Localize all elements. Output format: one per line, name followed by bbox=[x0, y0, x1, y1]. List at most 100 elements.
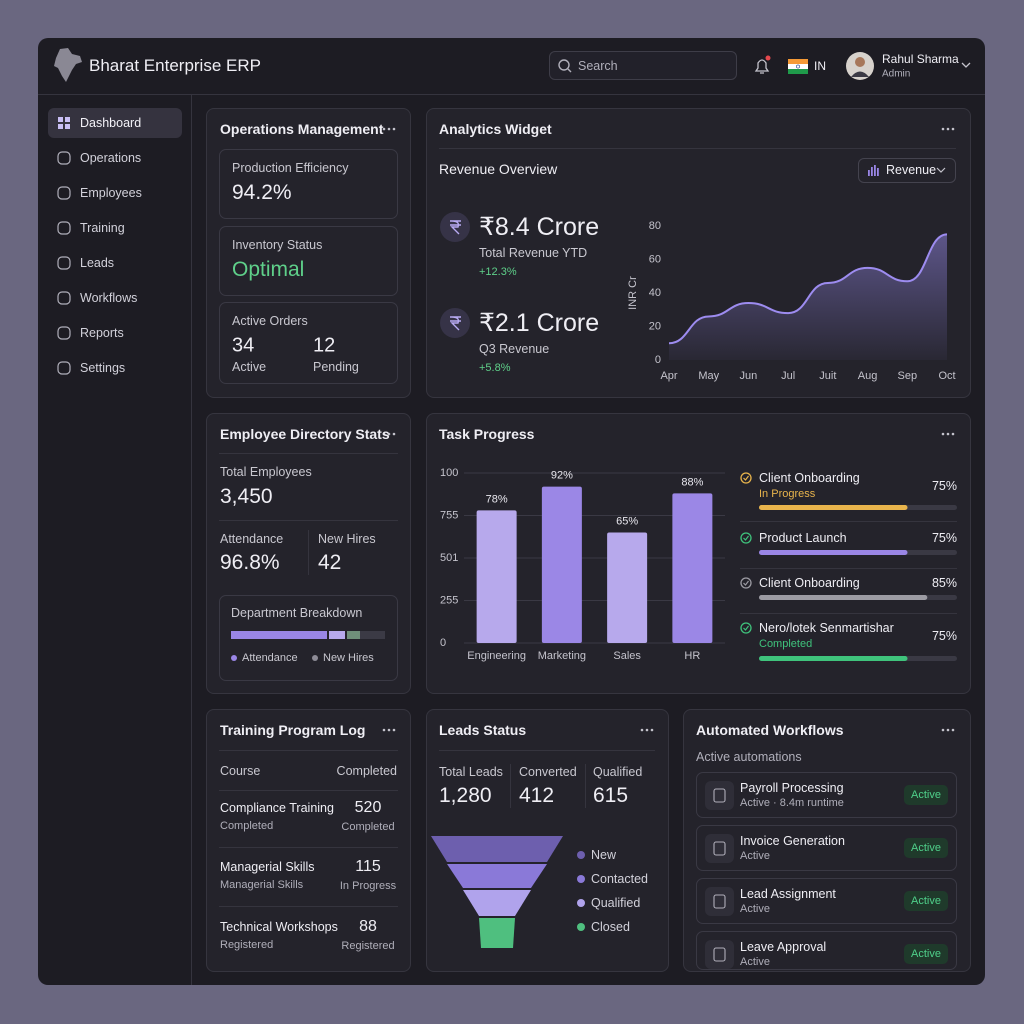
breakdown-segment bbox=[347, 631, 360, 639]
filter-icon bbox=[877, 168, 879, 176]
x-tick-label: Jun bbox=[740, 370, 758, 382]
filter-label[interactable]: Revenue bbox=[886, 163, 937, 177]
workflow-detail: Active · 8.4m runtime bbox=[740, 797, 844, 809]
menu-dot[interactable] bbox=[650, 728, 654, 732]
workflow-detail: Active bbox=[740, 850, 770, 862]
workflow-item[interactable] bbox=[696, 772, 957, 818]
menu-dot[interactable] bbox=[387, 127, 391, 131]
menu-dot[interactable] bbox=[946, 728, 950, 732]
user-role: Admin bbox=[882, 68, 911, 80]
status-badge bbox=[904, 838, 948, 858]
workflow-detail: Active bbox=[740, 956, 770, 968]
lead-stat-value: 615 bbox=[593, 784, 629, 807]
filter-button[interactable] bbox=[858, 158, 956, 183]
metric-value: 3,450 bbox=[220, 485, 273, 508]
bar bbox=[476, 510, 517, 643]
workflow-item[interactable] bbox=[696, 878, 957, 924]
workflow-item[interactable] bbox=[696, 931, 957, 970]
course-name: Compliance Training bbox=[220, 801, 334, 815]
legend-label: Contacted bbox=[591, 872, 648, 886]
workflow-icon bbox=[705, 940, 734, 969]
divider bbox=[740, 521, 957, 522]
funnel-stage bbox=[479, 918, 515, 948]
kpi-icon bbox=[450, 316, 461, 331]
metric-value: 42 bbox=[318, 551, 342, 574]
nav-item[interactable]: Dashboard bbox=[80, 116, 142, 130]
y-tick-label: 755 bbox=[440, 509, 458, 521]
nav-icon bbox=[57, 151, 71, 165]
menu-dot[interactable] bbox=[645, 728, 649, 732]
legend-label: Attendance bbox=[242, 652, 298, 664]
breakdown-box bbox=[219, 595, 398, 681]
menu-dot[interactable] bbox=[382, 127, 386, 131]
menu-dot[interactable] bbox=[382, 432, 386, 436]
locale[interactable]: IN bbox=[814, 59, 826, 73]
workflow-icon bbox=[705, 834, 734, 863]
nav-item[interactable]: Settings bbox=[80, 361, 126, 375]
task-percent: 75% bbox=[931, 531, 957, 545]
divider bbox=[585, 764, 586, 808]
line bbox=[668, 233, 948, 345]
divider bbox=[308, 530, 309, 575]
filter-icon bbox=[874, 165, 876, 176]
menu-dot[interactable] bbox=[387, 728, 391, 732]
menu-dot[interactable] bbox=[941, 728, 945, 732]
section-title: Revenue Overview bbox=[439, 161, 558, 177]
card bbox=[206, 108, 411, 398]
menu-dot[interactable] bbox=[941, 432, 945, 436]
lead-stat-label: Total Leads bbox=[439, 765, 503, 779]
menu-dot[interactable] bbox=[640, 728, 644, 732]
nav-item[interactable]: Training bbox=[80, 221, 125, 235]
menu-dot[interactable] bbox=[392, 432, 396, 436]
menu-dot[interactable] bbox=[387, 432, 391, 436]
lead-stat-label: Qualified bbox=[593, 765, 643, 779]
menu-dot[interactable] bbox=[951, 728, 955, 732]
nav-item[interactable]: Reports bbox=[80, 326, 124, 340]
metric-value: Optimal bbox=[232, 258, 305, 281]
nav-item[interactable]: Leads bbox=[80, 256, 115, 270]
metric-value: 96.8% bbox=[220, 551, 280, 574]
menu-dot[interactable] bbox=[946, 127, 950, 131]
menu-dot[interactable] bbox=[382, 728, 386, 732]
chevron[interactable] bbox=[936, 167, 946, 173]
metric-label: Active Orders bbox=[232, 314, 308, 328]
search-box[interactable] bbox=[549, 51, 737, 80]
metric-box bbox=[219, 226, 398, 296]
legend-label: Closed bbox=[591, 920, 630, 934]
metric-label: New Hires bbox=[318, 532, 376, 546]
y-tick-label: 255 bbox=[440, 594, 458, 606]
workflow-name: Lead Assignment bbox=[740, 887, 836, 901]
nav-icon bbox=[58, 117, 63, 122]
menu-dot[interactable] bbox=[946, 432, 950, 436]
menu-dot[interactable] bbox=[941, 127, 945, 131]
y-tick-label: 0 bbox=[440, 637, 446, 649]
divider bbox=[219, 906, 398, 907]
card-subtitle: Active automations bbox=[696, 750, 802, 764]
bell-icon[interactable] bbox=[754, 59, 770, 74]
card-title: Leads Status bbox=[439, 722, 527, 738]
legend-dot bbox=[312, 655, 318, 661]
menu-dot[interactable] bbox=[392, 728, 396, 732]
flag bbox=[788, 69, 808, 74]
menu-dot[interactable] bbox=[392, 127, 396, 131]
flag bbox=[788, 59, 808, 64]
status-badge bbox=[904, 944, 948, 964]
chevron[interactable] bbox=[961, 62, 971, 68]
kpi-icon bbox=[450, 220, 461, 235]
legend-label: Qualified bbox=[591, 896, 641, 910]
progress-bar bbox=[759, 550, 908, 555]
nav-item[interactable]: Employees bbox=[80, 186, 142, 200]
menu-dot[interactable] bbox=[951, 127, 955, 131]
course-count: 88 bbox=[359, 918, 377, 935]
nav-item[interactable]: Workflows bbox=[80, 291, 138, 305]
metric-box bbox=[219, 302, 398, 384]
funnel-stage bbox=[447, 864, 547, 888]
nav-item[interactable]: Operations bbox=[80, 151, 142, 165]
breakdown-segment bbox=[360, 631, 385, 639]
card-title: Employee Directory Stats bbox=[220, 426, 390, 442]
menu-dot[interactable] bbox=[951, 432, 955, 436]
task-icon bbox=[743, 475, 749, 481]
metric-value: 94.2% bbox=[232, 181, 292, 204]
workflow-item[interactable] bbox=[696, 825, 957, 871]
x-tick-label: Aug bbox=[858, 370, 878, 382]
